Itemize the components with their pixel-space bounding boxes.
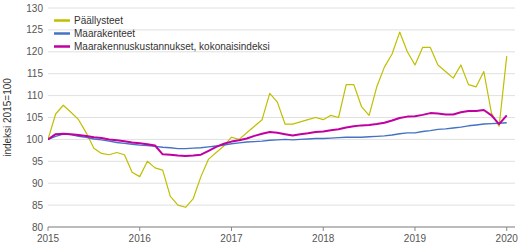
y-tick-label: 120 <box>26 46 43 57</box>
y-tick-label: 85 <box>32 200 44 211</box>
x-tick <box>506 227 507 231</box>
x-tick-label: 2016 <box>129 233 152 244</box>
x-tick <box>323 227 324 231</box>
plot-area <box>48 32 507 207</box>
x-tick <box>139 227 140 231</box>
grid-line <box>48 183 515 184</box>
y-tick-label: 125 <box>26 24 43 35</box>
legend-label: Maarakennuskustannukset, kokonaisindeksi <box>74 41 270 52</box>
x-tick-label: 2020 <box>496 233 519 244</box>
grid-line <box>48 161 515 162</box>
legend-swatch <box>54 19 70 22</box>
x-axis: 2015 2016 2017 2018 2019 2020 <box>37 227 518 244</box>
legend-swatch <box>54 45 70 48</box>
grid-line <box>48 227 515 228</box>
legend-label: Maarakenteet <box>74 28 135 39</box>
legend-label: Päällysteet <box>74 15 123 26</box>
x-tick <box>231 227 232 231</box>
legend-item: Maarakennuskustannukset, kokonaisindeksi <box>54 41 270 52</box>
grid-line <box>48 95 515 96</box>
legend-item: Maarakenteet <box>54 28 135 39</box>
grid-line <box>48 205 515 206</box>
x-tick-label: 2019 <box>404 233 427 244</box>
y-axis: 80 85 90 95 100 105 110 115 120 125 130 <box>26 3 515 233</box>
line <box>48 32 507 207</box>
line <box>48 123 507 149</box>
legend-item: Päällysteet <box>54 15 123 26</box>
x-tick-label: 2018 <box>312 233 335 244</box>
y-tick-label: 80 <box>32 222 44 233</box>
legend-swatch <box>54 32 70 35</box>
y-tick-label: 100 <box>26 134 43 145</box>
y-axis-label: indeksi 2015=100 <box>2 78 13 157</box>
x-axis-line <box>48 227 515 228</box>
x-tick-label: 2015 <box>37 233 60 244</box>
x-tick-label: 2017 <box>220 233 243 244</box>
y-tick-label: 130 <box>26 3 43 14</box>
y-tick-label: 105 <box>26 112 43 123</box>
line <box>48 110 507 156</box>
legend: Päällysteet Maarakenteet Maarakennuskustan… <box>54 15 270 52</box>
y-tick-label: 115 <box>27 68 43 79</box>
grid-line <box>48 73 515 74</box>
y-tick-label: 110 <box>27 90 43 101</box>
chart: 80 85 90 95 100 105 110 115 120 125 130 indeksi 201… <box>0 0 529 249</box>
grid-line <box>48 8 515 9</box>
y-tick-label: 95 <box>32 156 44 167</box>
x-tick <box>48 227 49 231</box>
grid-line <box>48 117 515 118</box>
y-tick-label: 90 <box>32 178 44 189</box>
x-tick <box>414 227 415 231</box>
